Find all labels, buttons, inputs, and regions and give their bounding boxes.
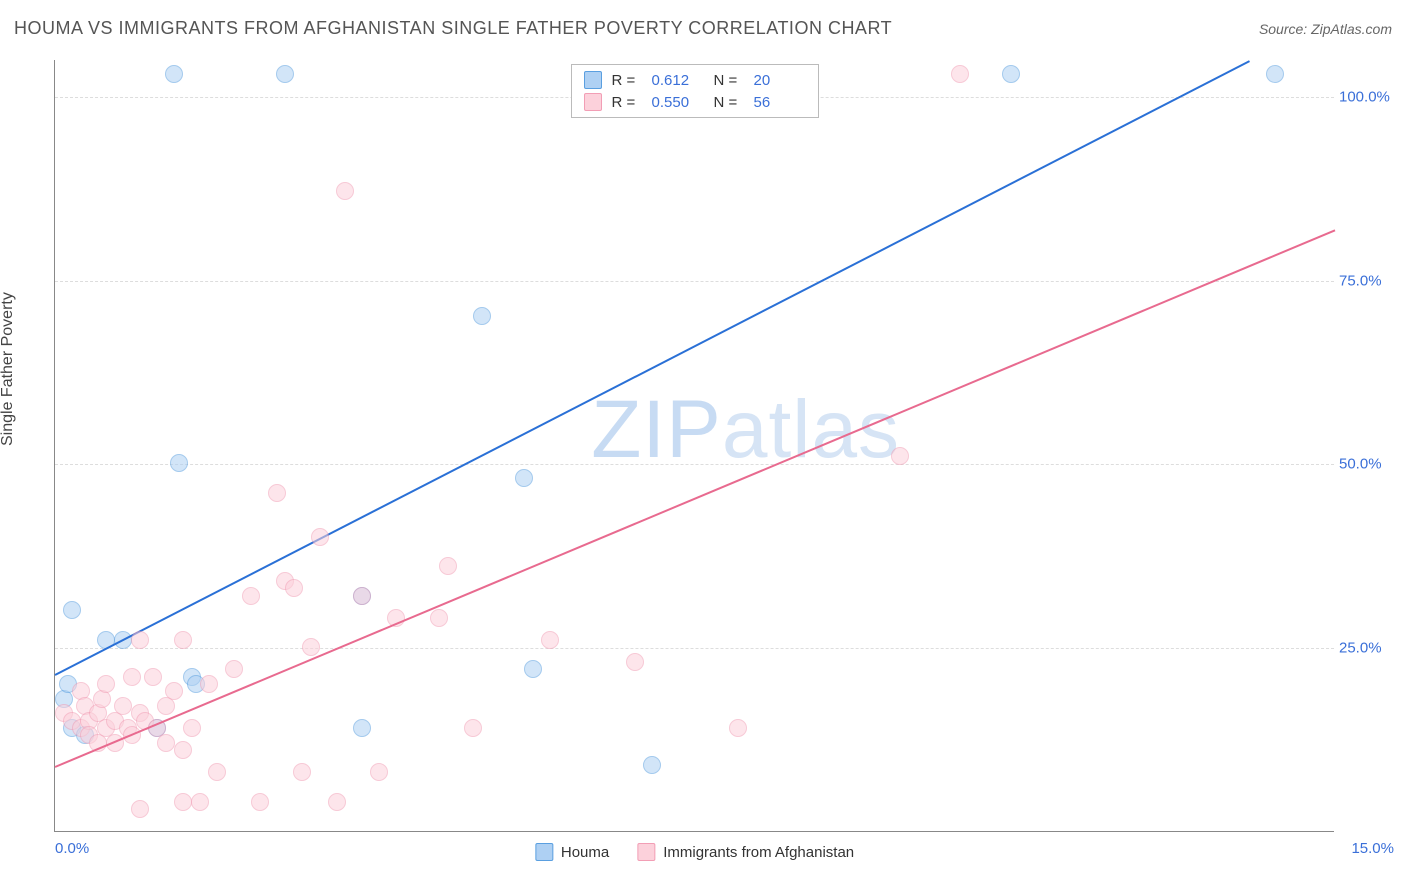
n-value: 56 [754,94,806,111]
y-tick-label: 100.0% [1339,88,1394,105]
data-point [63,601,81,619]
data-point [174,741,192,759]
data-point [729,719,747,737]
header-row: HOUMA VS IMMIGRANTS FROM AFGHANISTAN SIN… [14,18,1392,39]
data-point [157,734,175,752]
data-point [541,631,559,649]
y-tick-label: 75.0% [1339,272,1394,289]
legend-swatch [584,71,602,89]
source-label: Source: ZipAtlas.com [1259,21,1392,37]
y-tick-label: 25.0% [1339,640,1394,657]
legend-swatch [535,843,553,861]
y-axis-label: Single Father Poverty [0,292,17,446]
data-point [251,793,269,811]
data-point [225,660,243,678]
data-point [515,469,533,487]
data-point [353,587,371,605]
data-point [430,609,448,627]
correlation-legend: R = 0.612 N = 20 R = 0.550 N = 56 [571,64,819,118]
r-value: 0.550 [652,94,704,111]
data-point [131,631,149,649]
data-point [276,65,294,83]
data-point [174,793,192,811]
data-point [524,660,542,678]
data-point [97,675,115,693]
n-value: 20 [754,72,806,89]
data-point [191,793,209,811]
data-point [165,65,183,83]
data-point [473,307,491,325]
data-point [183,719,201,737]
data-point [370,763,388,781]
data-point [200,675,218,693]
data-point [123,668,141,686]
data-point [268,484,286,502]
x-tick-label: 15.0% [1351,840,1394,857]
data-point [643,756,661,774]
data-point [131,800,149,818]
r-label: R = [612,72,642,89]
data-point [170,454,188,472]
n-label: N = [714,72,744,89]
data-point [328,793,346,811]
r-value: 0.612 [652,72,704,89]
data-point [336,182,354,200]
gridline [55,464,1334,465]
data-point [626,653,644,671]
legend-label: Houma [561,844,609,861]
data-point [293,763,311,781]
legend-row: R = 0.612 N = 20 [584,69,806,91]
data-point [114,697,132,715]
data-point [1002,65,1020,83]
legend-swatch [584,93,602,111]
legend-row: R = 0.550 N = 56 [584,91,806,113]
data-point [353,719,371,737]
chart-title: HOUMA VS IMMIGRANTS FROM AFGHANISTAN SIN… [14,18,892,39]
data-point [285,579,303,597]
data-point [311,528,329,546]
x-tick-label: 0.0% [55,840,89,857]
r-label: R = [612,94,642,111]
data-point [165,682,183,700]
data-point [242,587,260,605]
trend-line [55,60,1251,676]
plot-area: ZIPatlas 25.0%50.0%75.0%100.0%0.0%15.0%R… [54,60,1334,832]
data-point [208,763,226,781]
gridline [55,648,1334,649]
data-point [891,447,909,465]
data-point [144,668,162,686]
legend-item: Houma [535,843,609,861]
trend-line [55,229,1336,768]
data-point [174,631,192,649]
series-legend: Houma Immigrants from Afghanistan [535,843,854,861]
legend-label: Immigrants from Afghanistan [663,844,854,861]
data-point [464,719,482,737]
gridline [55,281,1334,282]
data-point [951,65,969,83]
data-point [439,557,457,575]
data-point [302,638,320,656]
y-tick-label: 50.0% [1339,456,1394,473]
data-point [1266,65,1284,83]
n-label: N = [714,94,744,111]
legend-swatch [637,843,655,861]
legend-item: Immigrants from Afghanistan [637,843,854,861]
